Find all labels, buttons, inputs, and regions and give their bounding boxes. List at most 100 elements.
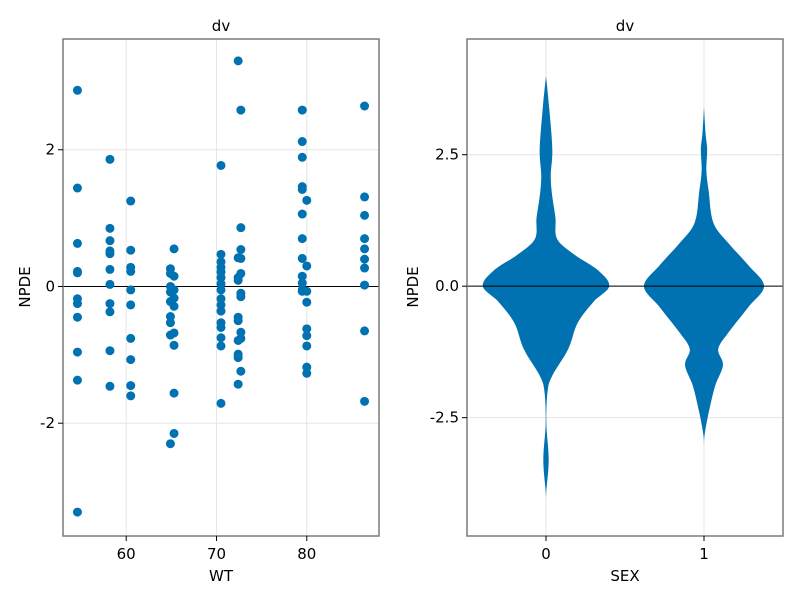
- data-point: [297, 152, 307, 162]
- data-point: [169, 428, 179, 438]
- scatter-xlabel: WT: [209, 567, 234, 585]
- data-point: [233, 353, 243, 363]
- data-point: [72, 507, 82, 517]
- data-point: [302, 331, 312, 341]
- data-point: [216, 285, 226, 295]
- scatter-ticks: 60 70 80 -2 0 2: [40, 141, 316, 563]
- data-point: [233, 379, 243, 389]
- data-point: [360, 101, 370, 111]
- data-point: [165, 312, 175, 322]
- data-point: [216, 300, 226, 310]
- data-point: [233, 56, 243, 66]
- data-point: [169, 388, 179, 398]
- data-point: [165, 318, 175, 328]
- data-point: [297, 253, 307, 263]
- y-tick-label: 0: [45, 277, 55, 295]
- scatter-points: [72, 56, 370, 517]
- data-point: [297, 234, 307, 244]
- data-point: [236, 268, 246, 278]
- violin-1: [643, 107, 765, 446]
- data-point: [360, 254, 370, 264]
- data-point: [297, 184, 307, 194]
- x-tick-label: 0: [541, 545, 551, 563]
- x-tick-label: 70: [207, 545, 226, 563]
- data-point: [236, 366, 246, 376]
- data-point: [72, 268, 82, 278]
- data-point: [105, 264, 115, 274]
- data-point: [302, 261, 312, 271]
- data-point: [360, 210, 370, 220]
- data-point: [169, 301, 179, 311]
- violin-ylabel: NPDE: [404, 266, 422, 307]
- data-point: [126, 381, 136, 391]
- y-tick-label: 0.0: [435, 277, 459, 295]
- data-point: [302, 341, 312, 351]
- data-point: [216, 160, 226, 170]
- data-point: [72, 238, 82, 248]
- y-tick-label: -2.5: [430, 409, 459, 427]
- data-point: [216, 398, 226, 408]
- data-point: [360, 234, 370, 244]
- data-point: [105, 223, 115, 233]
- data-point: [216, 306, 226, 316]
- data-point: [360, 396, 370, 406]
- data-point: [126, 266, 136, 276]
- scatter-panel: dv 60 70 80 -2 0 2 WT NPDE: [16, 17, 380, 585]
- data-point: [105, 154, 115, 164]
- x-tick-label: 60: [117, 545, 136, 563]
- violin-frame: [466, 38, 784, 537]
- data-point: [72, 312, 82, 322]
- violin-ticks: 0 1 -2.5 0.0 2.5: [430, 146, 709, 563]
- data-point: [169, 285, 179, 295]
- data-point: [360, 263, 370, 273]
- data-point: [236, 253, 246, 263]
- data-point: [216, 273, 226, 283]
- data-point: [216, 333, 226, 343]
- data-point: [169, 328, 179, 338]
- data-point: [105, 381, 115, 391]
- data-point: [236, 245, 246, 255]
- data-point: [302, 297, 312, 307]
- data-point: [297, 137, 307, 147]
- data-point: [105, 346, 115, 356]
- data-point: [236, 333, 246, 343]
- data-point: [72, 183, 82, 193]
- data-point: [165, 439, 175, 449]
- y-tick-label: 2.5: [435, 146, 459, 164]
- scatter-frame: [62, 38, 380, 537]
- data-point: [216, 249, 226, 259]
- data-point: [169, 293, 179, 303]
- data-point: [169, 244, 179, 254]
- data-point: [233, 275, 243, 285]
- data-point: [126, 245, 136, 255]
- data-point: [297, 209, 307, 219]
- data-point: [236, 292, 246, 302]
- data-point: [216, 341, 226, 351]
- data-point: [126, 355, 136, 365]
- scatter-title: dv: [212, 17, 231, 35]
- y-tick-label: -2: [40, 414, 55, 432]
- data-point: [169, 271, 179, 281]
- data-point: [360, 326, 370, 336]
- violin-panel: dv 0 1 -2.5 0.0 2.5 SEX NPDE: [404, 17, 784, 585]
- data-point: [236, 223, 246, 233]
- data-point: [72, 85, 82, 95]
- data-point: [105, 279, 115, 289]
- data-point: [302, 368, 312, 378]
- data-point: [360, 244, 370, 254]
- x-tick-label: 80: [297, 545, 316, 563]
- violin-title: dv: [616, 17, 635, 35]
- data-point: [233, 316, 243, 326]
- data-point: [105, 307, 115, 317]
- data-point: [126, 285, 136, 295]
- data-point: [126, 196, 136, 206]
- scatter-ylabel: NPDE: [16, 266, 34, 307]
- data-point: [236, 105, 246, 115]
- data-point: [105, 236, 115, 246]
- data-point: [216, 279, 226, 289]
- data-point: [216, 294, 226, 304]
- data-point: [302, 362, 312, 372]
- x-tick-label: 1: [699, 545, 709, 563]
